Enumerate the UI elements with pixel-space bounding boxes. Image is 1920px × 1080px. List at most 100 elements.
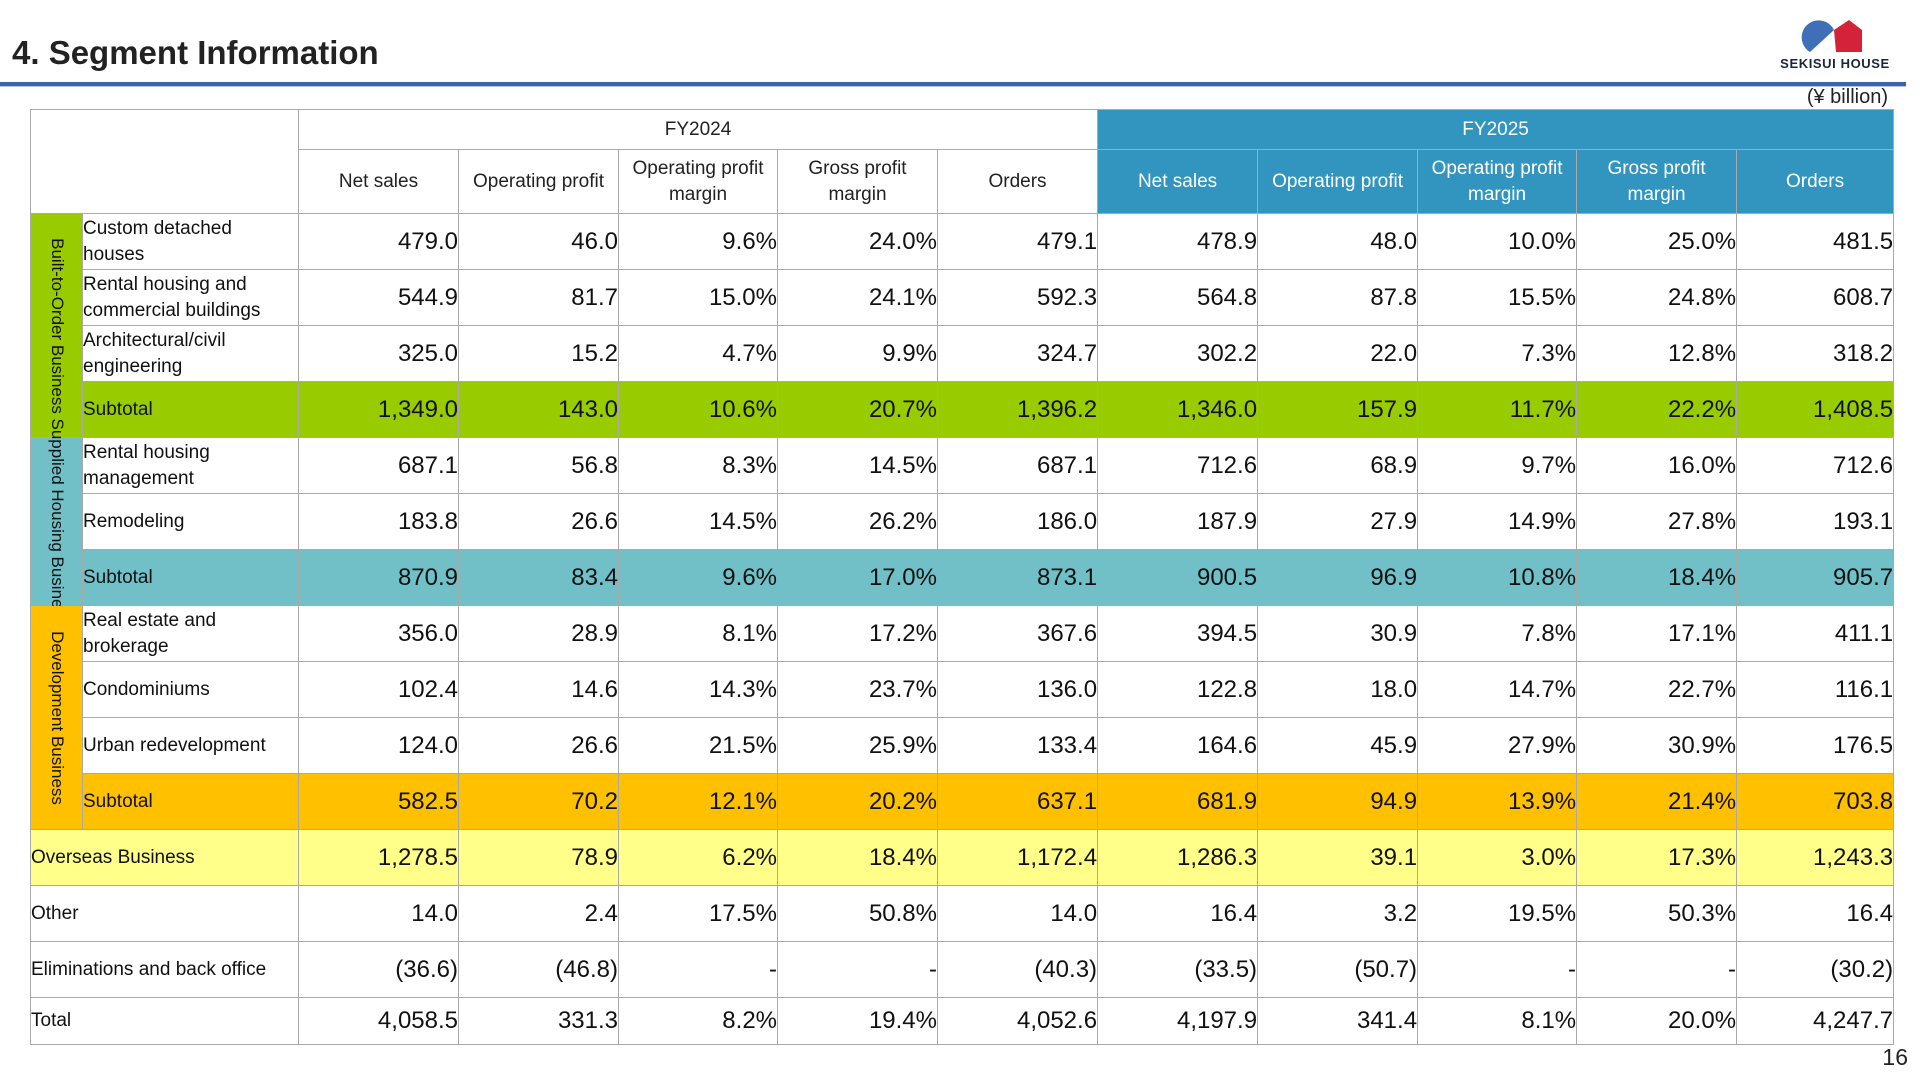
value-cell: 8.2%: [618, 997, 778, 1045]
value-cell: 331.3: [458, 997, 619, 1045]
row-label: Total: [30, 997, 299, 1045]
value-cell: 23.7%: [777, 661, 938, 718]
value-cell: 116.1: [1736, 661, 1895, 718]
value-cell: 302.2: [1097, 325, 1259, 382]
segment-label-cell: Supplied Housing Business: [30, 418, 83, 625]
header-fy2024: FY2024: [297, 109, 1099, 150]
header-fy2025: FY2025: [1097, 109, 1895, 150]
page-number: 16: [1882, 1044, 1908, 1070]
value-cell: 325.0: [298, 325, 459, 382]
value-cell: 22.7%: [1576, 661, 1738, 718]
value-cell: 124.0: [298, 717, 459, 774]
value-cell: (30.2): [1736, 941, 1895, 998]
table-body: Built-to-Order Business Custom detached h…: [30, 213, 1895, 1045]
value-cell: (46.8): [458, 941, 619, 998]
column-header-net-sales-fy2025: Net sales: [1097, 149, 1259, 214]
value-cell: 905.7: [1736, 549, 1895, 606]
value-cell: 25.9%: [777, 717, 938, 774]
value-cell: 12.1%: [618, 773, 778, 830]
header-corner: [30, 109, 299, 214]
value-cell: 17.5%: [618, 885, 778, 942]
value-cell: 481.5: [1736, 213, 1895, 270]
value-cell: 1,408.5: [1736, 381, 1895, 438]
value-cell: (33.5): [1097, 941, 1259, 998]
value-cell: 14.5%: [618, 493, 778, 550]
value-cell: 39.1: [1257, 829, 1419, 886]
value-cell: 14.0: [298, 885, 459, 942]
value-cell: 14.5%: [777, 437, 938, 494]
value-cell: 873.1: [936, 549, 1099, 606]
value-cell: 26.6: [458, 717, 619, 774]
value-cell: 46.0: [458, 213, 619, 270]
value-cell: 45.9: [1257, 717, 1419, 774]
subtotal-label: Subtotal: [82, 549, 299, 606]
value-cell: 9.7%: [1417, 437, 1578, 494]
value-cell: 15.2: [458, 325, 619, 382]
value-cell: 10.8%: [1417, 549, 1578, 606]
subtotal-row: Subtotal 870.9 83.4 9.6% 17.0% 873.1 900.5 96.9…: [31, 549, 1895, 606]
value-cell: 14.9%: [1417, 493, 1578, 550]
page-title: 4. Segment Information: [12, 34, 379, 71]
value-cell: 15.5%: [1417, 269, 1578, 326]
value-cell: 1,286.3: [1097, 829, 1259, 886]
table-row: Urban redevelopment 124.0 26.6 21.5% 25.9% 13…: [31, 717, 1895, 774]
row-label: Overseas Business: [30, 829, 299, 886]
value-cell: 367.6: [936, 605, 1099, 662]
column-header-operating-profit-margin-fy2024: Operating profit margin: [618, 149, 778, 214]
table-row: Built-to-Order Business Custom detached h…: [30, 213, 1895, 438]
value-cell: 24.0%: [777, 213, 938, 270]
value-cell: 324.7: [936, 325, 1099, 382]
column-header-operating-profit-fy2024: Operating profit: [458, 149, 619, 214]
segment-name: Built-to-Order Business: [47, 237, 67, 414]
value-cell: -: [618, 941, 778, 998]
value-cell: 26.2%: [777, 493, 938, 550]
value-cell: 193.1: [1736, 493, 1895, 550]
value-cell: 18.4%: [1576, 549, 1738, 606]
value-cell: 143.0: [458, 381, 619, 438]
value-cell: 356.0: [298, 605, 459, 662]
table-row: Other 14.0 2.4 17.5% 50.8% 14.0 16.4 3.2 19.5% 50…: [30, 885, 1895, 942]
value-cell: 83.4: [458, 549, 619, 606]
column-header-operating-profit-fy2025: Operating profit: [1257, 149, 1419, 214]
table-row: Development Business Real estate and brok…: [30, 605, 1895, 830]
value-cell: 18.0: [1257, 661, 1419, 718]
value-cell: 582.5: [298, 773, 459, 830]
value-cell: 70.2: [458, 773, 619, 830]
value-cell: 21.5%: [618, 717, 778, 774]
value-cell: 16.4: [1097, 885, 1259, 942]
value-cell: 164.6: [1097, 717, 1259, 774]
value-cell: 56.8: [458, 437, 619, 494]
value-cell: 870.9: [298, 549, 459, 606]
table-row: Supplied Housing Business Rental housing …: [30, 418, 1895, 625]
column-header-gross-profit-margin-fy2025: Gross profit margin: [1576, 149, 1738, 214]
value-cell: 157.9: [1257, 381, 1419, 438]
value-cell: 25.0%: [1576, 213, 1738, 270]
value-cell: 4,197.9: [1097, 997, 1259, 1045]
value-cell: 22.2%: [1576, 381, 1738, 438]
subtotal-row: Subtotal 1,349.0 143.0 10.6% 20.7% 1,396.2 1,3…: [31, 381, 1895, 438]
value-cell: -: [1417, 941, 1578, 998]
column-header-orders-fy2024: Orders: [936, 149, 1099, 214]
value-cell: 102.4: [298, 661, 459, 718]
row-label: Remodeling: [82, 493, 299, 550]
value-cell: 4,058.5: [298, 997, 459, 1045]
row-label: Real estate and brokerage: [82, 605, 299, 662]
value-cell: 17.1%: [1576, 605, 1738, 662]
value-cell: 1,396.2: [936, 381, 1099, 438]
value-cell: 19.4%: [777, 997, 938, 1045]
value-cell: 17.2%: [777, 605, 938, 662]
value-cell: 87.8: [1257, 269, 1419, 326]
value-cell: 10.6%: [618, 381, 778, 438]
value-cell: 411.1: [1736, 605, 1895, 662]
table-row: Architectural/civil engineering 325.0 15.2…: [31, 325, 1895, 382]
value-cell: 50.3%: [1576, 885, 1738, 942]
value-cell: 900.5: [1097, 549, 1259, 606]
value-cell: 681.9: [1097, 773, 1259, 830]
value-cell: 20.7%: [777, 381, 938, 438]
value-cell: 608.7: [1736, 269, 1895, 326]
value-cell: 14.7%: [1417, 661, 1578, 718]
column-header-operating-profit-margin-fy2025: Operating profit margin: [1417, 149, 1578, 214]
table-row: Total 4,058.5 331.3 8.2% 19.4% 4,052.6 4,197.9…: [30, 997, 1895, 1045]
value-cell: -: [777, 941, 938, 998]
subtotal-label: Subtotal: [82, 381, 299, 438]
